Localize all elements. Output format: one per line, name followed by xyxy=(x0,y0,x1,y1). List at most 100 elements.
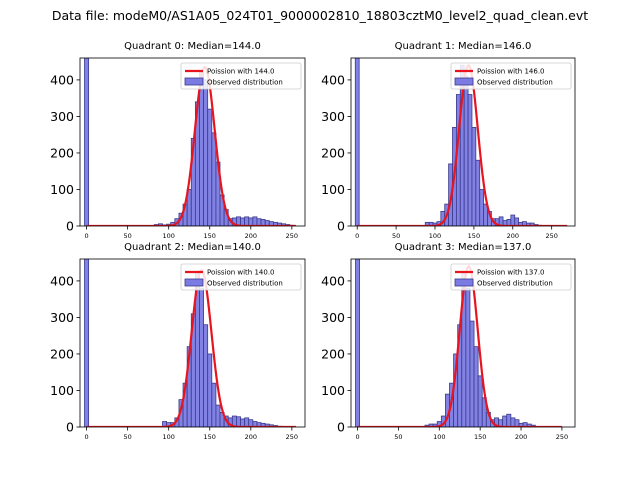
legend-hist-label: Observed distribution xyxy=(207,280,283,288)
histogram-bar xyxy=(252,216,258,226)
histogram-bar xyxy=(240,418,246,427)
figure-title: Data file: modeM0/AS1A05_024T01_90000028… xyxy=(52,8,588,23)
legend-hist-swatch xyxy=(184,278,204,287)
x-tick-label: 100 xyxy=(162,433,174,441)
legend-box xyxy=(450,263,572,291)
histogram-bar xyxy=(207,353,213,427)
x-tick-label: 250 xyxy=(545,232,557,240)
zero-bin-bar xyxy=(355,259,360,427)
histogram-bar xyxy=(471,126,477,226)
legend-box xyxy=(450,62,572,90)
x-tick-label: 250 xyxy=(286,232,298,240)
y-tick-label: 200 xyxy=(321,346,345,361)
x-tick-label: 150 xyxy=(204,232,216,240)
legend: Poission with 140.0 Observed distribution xyxy=(180,263,302,291)
legend-curve-label: Poission with 140.0 xyxy=(207,269,275,277)
legend-hist-label: Observed distribution xyxy=(477,280,553,288)
histogram-bar xyxy=(211,382,217,427)
zero-bin-bar xyxy=(354,58,360,226)
y-tick-label: 400 xyxy=(50,72,74,87)
quadrant-2-title: Quadrant 2: Median=140.0 xyxy=(124,242,261,253)
quadrant-0-panel: Quadrant 0: Median=144.0 0 50 100 150 200 250 0… xyxy=(50,41,306,240)
legend-curve-label: Poission with 144.0 xyxy=(207,68,275,76)
y-tick-label: 400 xyxy=(321,273,345,288)
plot-area xyxy=(84,259,296,427)
histogram-bar xyxy=(463,75,469,226)
histogram-bar xyxy=(475,159,481,226)
legend-hist-label: Observed distribution xyxy=(477,79,553,87)
y-tick-label: 100 xyxy=(321,182,345,197)
x-tick-label: 200 xyxy=(507,232,519,240)
y-tick-label: 100 xyxy=(321,383,345,398)
poisson-curve xyxy=(357,264,562,427)
quadrant-1-title: Quadrant 1: Median=146.0 xyxy=(395,41,532,52)
y-tick-label: 300 xyxy=(321,310,345,325)
poisson-curve xyxy=(86,65,296,226)
histogram-panels: Quadrant 0: Median=144.0 0 50 100 150 200 250 0… xyxy=(50,41,576,441)
y-tick-label: 0 xyxy=(66,420,74,435)
histogram-bar xyxy=(477,375,483,427)
y-tick-label: 100 xyxy=(50,383,74,398)
histogram-bar xyxy=(248,217,254,226)
x-tick-label: 200 xyxy=(245,232,257,240)
x-tick-label: 100 xyxy=(429,232,441,240)
legend: Poission with 144.0 Observed distribution xyxy=(180,62,302,90)
x-tick-label: 200 xyxy=(515,433,527,441)
histogram-bar xyxy=(510,417,516,427)
histogram-bar xyxy=(465,287,471,427)
histogram-bar xyxy=(207,108,213,226)
histogram-bar xyxy=(467,94,473,226)
histogram-bar xyxy=(244,417,250,427)
y-tick-label: 100 xyxy=(50,182,74,197)
quadrant-1-panel: Quadrant 1: Median=146.0 0 50 100 150 200 250 0… xyxy=(321,41,576,240)
histogram-bar xyxy=(215,404,221,427)
histogram-bar xyxy=(473,346,479,427)
y-tick-label: 400 xyxy=(321,72,345,87)
legend-curve-label: Poission with 137.0 xyxy=(477,269,545,277)
x-tick-label: 100 xyxy=(162,232,174,240)
legend-hist-label: Observed distribution xyxy=(207,79,283,87)
histogram-bar xyxy=(510,214,516,226)
histogram-bar xyxy=(203,79,209,226)
legend: Poission with 146.0 Observed distribution xyxy=(450,62,572,90)
y-tick-label: 0 xyxy=(66,219,74,234)
x-tick-label: 0 xyxy=(355,232,359,240)
x-tick-label: 0 xyxy=(84,433,88,441)
legend-hist-swatch xyxy=(454,278,474,287)
quadrant-3-title: Quadrant 3: Median=137.0 xyxy=(395,242,532,253)
legend-box xyxy=(180,263,302,291)
legend-hist-swatch xyxy=(454,77,474,86)
x-tick-label: 100 xyxy=(433,433,445,441)
histogram-bar xyxy=(469,320,475,427)
zero-bin-bar xyxy=(84,58,90,226)
y-tick-label: 0 xyxy=(337,219,345,234)
y-tick-label: 300 xyxy=(321,109,345,124)
legend-hist-swatch xyxy=(184,77,204,86)
x-tick-label: 0 xyxy=(84,232,88,240)
y-tick-label: 300 xyxy=(50,310,74,325)
histogram-bar xyxy=(479,189,485,226)
x-tick-label: 50 xyxy=(123,433,131,441)
x-tick-label: 50 xyxy=(123,232,131,240)
axes-frame xyxy=(350,258,576,428)
histogram-bar xyxy=(211,132,217,226)
histogram-bar xyxy=(203,324,209,427)
histogram-bar xyxy=(506,413,512,427)
y-tick-label: 300 xyxy=(50,109,74,124)
legend: Poission with 137.0 Observed distribution xyxy=(450,263,572,291)
y-tick-label: 400 xyxy=(50,273,74,288)
histogram-bar xyxy=(514,217,520,226)
histogram-bar xyxy=(502,415,508,427)
poisson-curve xyxy=(86,268,296,427)
legend-box xyxy=(180,62,302,90)
x-tick-label: 250 xyxy=(556,433,568,441)
quadrant-3-panel: Quadrant 3: Median=137.0 0 50 100 150 200 250 0… xyxy=(321,242,576,441)
histogram-bar xyxy=(199,72,204,226)
y-tick-label: 200 xyxy=(50,346,74,361)
x-tick-label: 50 xyxy=(394,433,402,441)
x-tick-label: 150 xyxy=(474,433,486,441)
x-tick-label: 150 xyxy=(204,433,216,441)
histogram-bar xyxy=(236,416,241,427)
x-tick-label: 250 xyxy=(286,433,298,441)
